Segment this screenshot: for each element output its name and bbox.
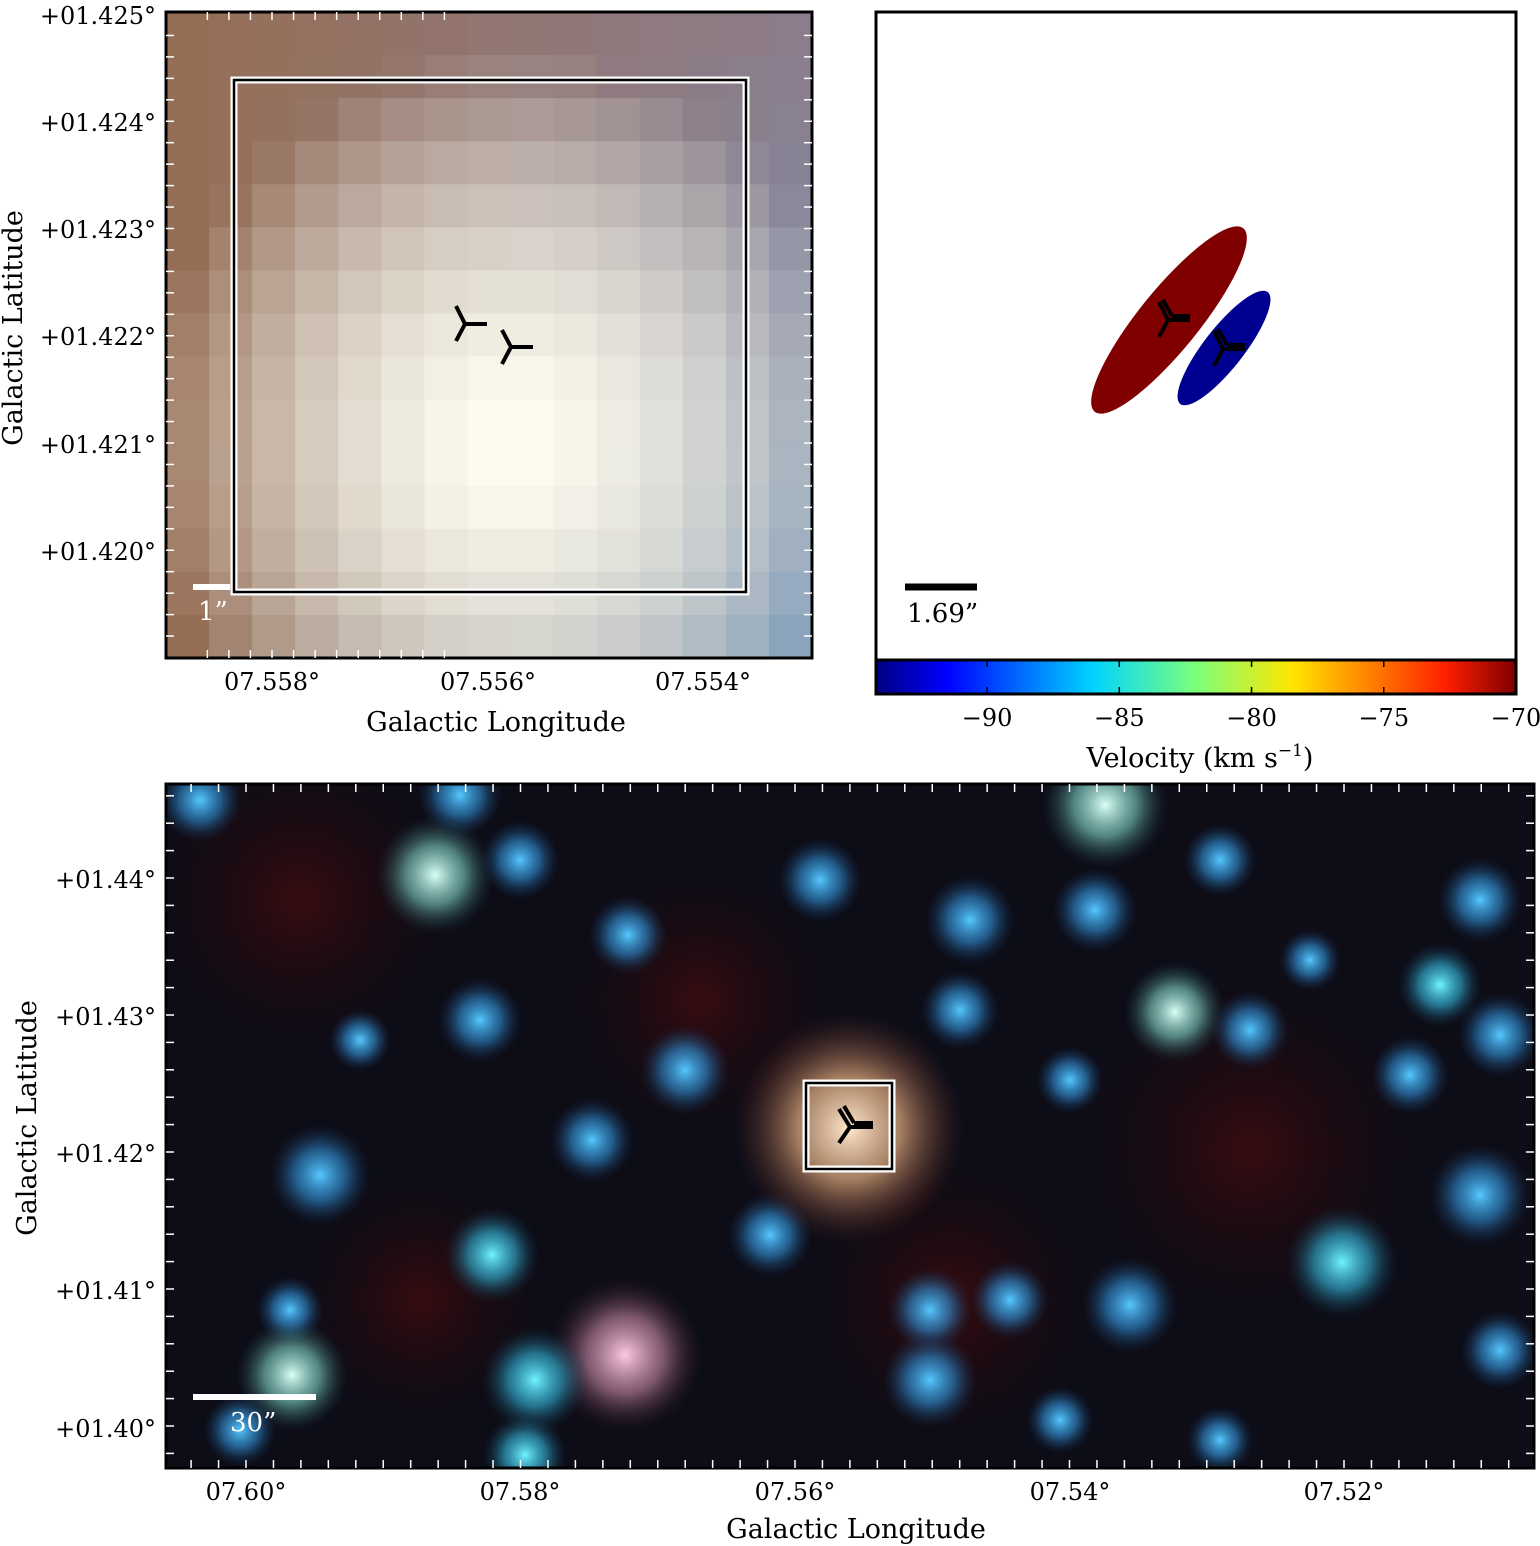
tick-marks xyxy=(166,12,812,658)
y-tick-label: +01.41° xyxy=(55,1277,156,1305)
y-tick-label: +01.44° xyxy=(55,866,156,894)
panel-top-right: 1.69” −90 −85 −80 −75 −70 Velocity (km s−1) xyxy=(874,10,1540,774)
aperture-box xyxy=(232,78,748,594)
y-tick-label: +01.424° xyxy=(40,109,156,137)
colorbar-tick-label: −85 xyxy=(1094,704,1145,732)
plot-frame xyxy=(874,10,1518,662)
x-tick-labels: 07.558° 07.556° 07.554° xyxy=(224,668,751,696)
zoom-box xyxy=(804,1081,894,1171)
y-tick-label: +01.421° xyxy=(40,431,156,459)
y-tick-label: +01.43° xyxy=(55,1003,156,1031)
source-marker-2 xyxy=(500,329,533,365)
x-axis-title: Galactic Longitude xyxy=(726,1514,986,1545)
y-tick-label: +01.42° xyxy=(55,1140,156,1168)
source-marker-1 xyxy=(454,305,487,342)
y-tick-label: +01.420° xyxy=(40,538,156,566)
colorbar-tick-label: −70 xyxy=(1491,704,1540,732)
sky-image xyxy=(166,784,1534,1468)
y-tick-label: +01.422° xyxy=(40,323,156,351)
source-marker xyxy=(837,1104,873,1145)
panel-bottom: 30” 07.60° 07.58° 07.56° 07.54° 07.52° +… xyxy=(12,782,1536,1545)
x-tick-label: 07.56° xyxy=(755,1478,836,1506)
panel-top-left: 1” 07.558° 07.556° 07.554° +01.425° +01.… xyxy=(0,2,814,738)
y-tick-label: +01.40° xyxy=(55,1415,156,1443)
x-tick-label: 07.554° xyxy=(655,668,751,696)
y-tick-labels: +01.44° +01.43° +01.42° +01.41° +01.40° xyxy=(55,866,156,1443)
scale-bar-label: 1.69” xyxy=(907,599,978,629)
y-tick-label: +01.425° xyxy=(40,2,156,30)
y-axis-title: Galactic Latitude xyxy=(0,210,29,446)
y-tick-labels: +01.425° +01.424° +01.423° +01.422° +01.… xyxy=(40,2,156,566)
colorbar xyxy=(874,658,1518,696)
x-tick-labels: 07.60° 07.58° 07.56° 07.54° 07.52° xyxy=(206,1478,1385,1506)
x-tick-label: 07.558° xyxy=(224,668,320,696)
x-tick-label: 07.58° xyxy=(480,1478,561,1506)
tick-marks xyxy=(166,784,1534,1468)
scale-bar-label: 30” xyxy=(230,1408,276,1438)
x-tick-label: 07.52° xyxy=(1304,1478,1385,1506)
x-tick-label: 07.556° xyxy=(440,668,536,696)
scale-bar-label: 1” xyxy=(198,597,228,627)
colorbar-ticks: −90 −85 −80 −75 −70 xyxy=(962,660,1540,732)
colorbar-tick-label: −90 xyxy=(962,704,1013,732)
y-tick-label: +01.423° xyxy=(40,216,156,244)
colorbar-tick-label: −75 xyxy=(1358,704,1409,732)
x-tick-label: 07.60° xyxy=(206,1478,287,1506)
colorbar-tick-label: −80 xyxy=(1226,704,1277,732)
x-axis-title: Galactic Longitude xyxy=(366,707,626,738)
y-axis-title: Galactic Latitude xyxy=(12,1000,43,1236)
source-marker-2 xyxy=(1212,328,1245,367)
colorbar-label: Velocity (km s−1) xyxy=(1086,741,1314,774)
x-tick-label: 07.54° xyxy=(1030,1478,1111,1506)
pixel-image xyxy=(166,12,812,658)
source-marker-1 xyxy=(1157,299,1190,338)
